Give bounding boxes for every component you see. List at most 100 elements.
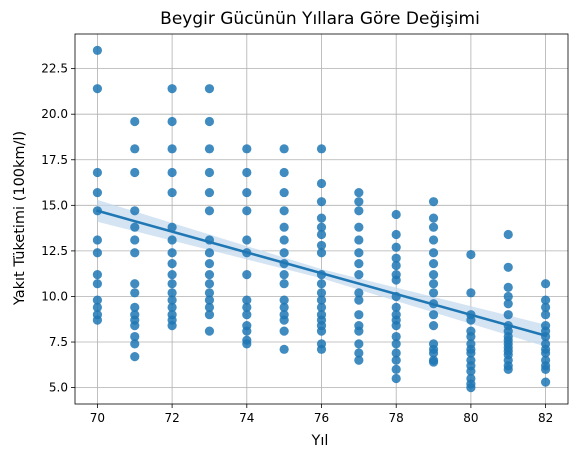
data-point — [204, 269, 215, 280]
data-point — [242, 339, 252, 349]
data-point — [428, 213, 439, 223]
data-point — [354, 355, 364, 365]
data-point — [316, 240, 327, 251]
y-axis-ticks: 5.0 7.5 10.0 12.5 15.0 17.5 20.0 22.5 — [41, 62, 75, 395]
data-point — [316, 229, 327, 240]
x-tick-label: 80 — [463, 411, 478, 425]
data-point — [279, 326, 289, 336]
data-point — [466, 288, 476, 298]
y-tick-label: 17.5 — [41, 153, 68, 167]
data-point — [242, 206, 252, 216]
data-point — [466, 315, 476, 325]
data-point — [204, 84, 215, 94]
data-point — [540, 279, 551, 289]
data-point — [540, 295, 551, 305]
data-point — [503, 262, 513, 272]
data-point — [316, 302, 327, 312]
data-point — [92, 315, 103, 325]
data-point — [204, 310, 215, 320]
data-point — [167, 167, 177, 178]
x-axis-label: Yıl — [311, 433, 329, 449]
data-point — [428, 222, 439, 232]
data-point — [204, 259, 215, 269]
data-point — [428, 269, 439, 280]
data-point — [391, 339, 401, 349]
data-point — [279, 279, 289, 289]
data-point — [391, 331, 401, 342]
data-point — [503, 310, 513, 320]
data-point — [130, 288, 140, 298]
data-point — [130, 116, 140, 127]
data-point — [279, 344, 289, 354]
data-point — [428, 321, 439, 331]
data-points — [92, 45, 551, 393]
x-tick-label: 74 — [239, 411, 254, 425]
data-point — [204, 167, 215, 178]
regression-line-layer — [96, 209, 547, 337]
data-point — [204, 206, 215, 216]
data-point — [540, 377, 551, 387]
data-point — [503, 291, 513, 302]
data-point — [92, 45, 103, 56]
data-point — [391, 302, 401, 312]
data-point — [167, 279, 177, 289]
data-point — [354, 348, 364, 358]
data-point — [354, 326, 364, 336]
data-point — [391, 321, 401, 331]
data-point — [130, 302, 140, 312]
data-point — [466, 348, 476, 358]
data-point — [354, 295, 364, 305]
regression-line — [96, 209, 547, 337]
data-point — [130, 331, 140, 342]
y-tick-label: 15.0 — [41, 198, 68, 212]
data-point — [316, 288, 327, 298]
data-point — [391, 364, 401, 374]
data-point — [428, 197, 439, 207]
data-point — [316, 144, 327, 154]
data-point — [279, 248, 289, 258]
data-point — [316, 279, 327, 289]
data-point — [391, 355, 401, 365]
data-point — [354, 222, 364, 232]
data-point — [92, 269, 103, 280]
data-point — [167, 116, 177, 127]
data-point — [167, 84, 177, 94]
data-point — [391, 229, 401, 240]
data-point — [428, 357, 439, 367]
data-point — [167, 269, 177, 280]
data-point — [354, 248, 364, 258]
y-tick-label: 10.0 — [41, 289, 68, 303]
data-point — [242, 144, 252, 154]
data-point — [130, 339, 140, 349]
data-point — [242, 302, 252, 312]
data-point — [316, 344, 327, 354]
data-point — [354, 197, 364, 207]
data-point — [503, 364, 513, 374]
data-point — [130, 167, 140, 178]
data-point — [391, 260, 401, 271]
data-point — [242, 167, 252, 178]
data-point — [428, 248, 439, 258]
data-point — [354, 206, 364, 216]
data-point — [130, 248, 140, 258]
data-point — [279, 187, 289, 198]
data-point — [204, 144, 215, 154]
y-tick-label: 22.5 — [41, 62, 68, 76]
data-point — [316, 213, 327, 223]
data-point — [279, 144, 289, 154]
data-point — [540, 364, 551, 374]
data-point — [428, 288, 439, 298]
data-point — [130, 235, 140, 245]
data-point — [316, 295, 327, 305]
data-point — [130, 321, 140, 331]
data-point — [167, 288, 177, 298]
data-point — [204, 326, 215, 336]
data-point — [167, 248, 177, 258]
data-point — [167, 144, 177, 154]
data-point — [130, 144, 140, 154]
data-point — [167, 235, 177, 245]
data-point — [92, 167, 103, 178]
data-point — [279, 206, 289, 216]
data-point — [316, 197, 327, 207]
